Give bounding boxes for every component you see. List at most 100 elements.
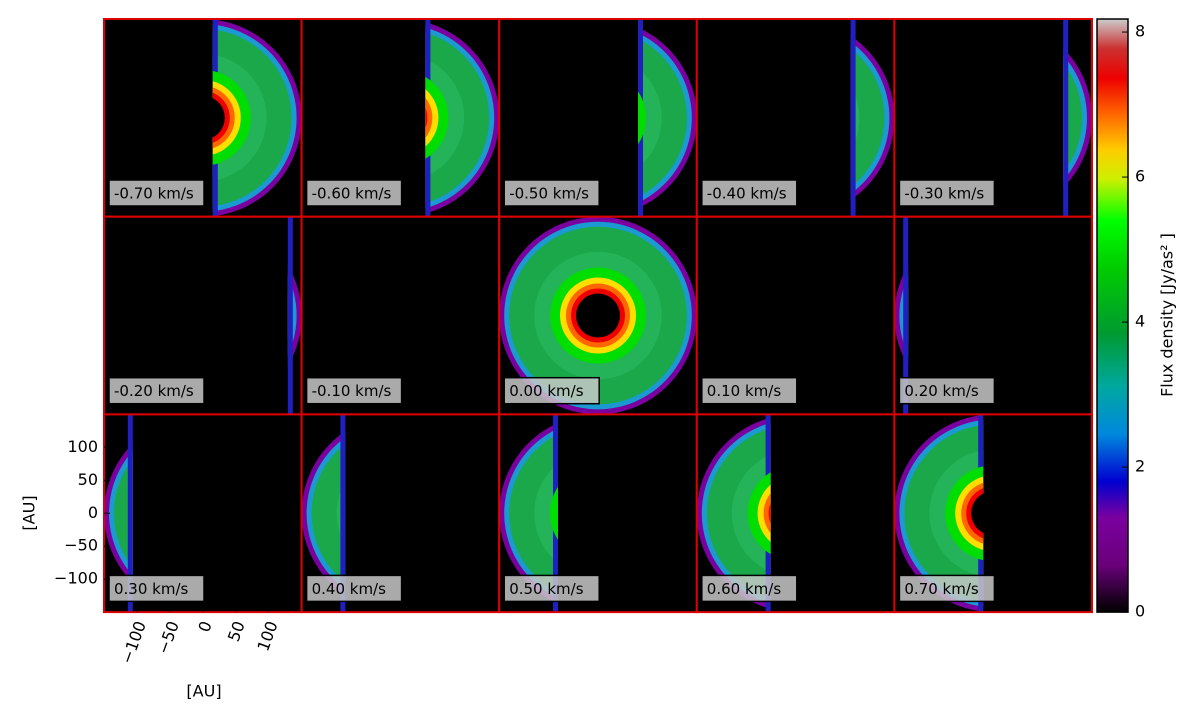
colorbar-tick-label: 4 [1135, 312, 1145, 331]
colorbar [1096, 18, 1129, 613]
y-tick-label: −50 [64, 536, 98, 555]
emission-edge [340, 414, 346, 613]
inner-hole [773, 293, 818, 338]
inner-hole [378, 95, 423, 140]
label-box [108, 179, 205, 207]
inner-hole [180, 293, 225, 338]
velocity-label: 0.10 km/s [707, 382, 782, 400]
emission-edge [287, 216, 293, 415]
crescent-orange [763, 493, 771, 534]
y-tick-label: 50 [78, 470, 98, 489]
velocity-label: -0.60 km/s [312, 185, 392, 203]
colorbar-tick-label: 0 [1135, 602, 1145, 621]
velocity-label: -0.20 km/s [114, 382, 194, 400]
x-tick-label: 0 [194, 619, 215, 635]
crescent-orange [425, 97, 433, 138]
inner-hole [773, 491, 818, 536]
velocity-label: -0.10 km/s [312, 382, 392, 400]
inner-hole [378, 491, 423, 536]
label-box [108, 574, 205, 603]
colorbar-tick-label: 8 [1135, 22, 1145, 41]
disk-body [311, 443, 346, 583]
emission [696, 414, 771, 613]
label-box [701, 376, 798, 405]
y-tick-label: 0 [88, 503, 98, 522]
label-box [898, 574, 996, 603]
inner-hole [971, 491, 1016, 536]
label-box [503, 574, 600, 603]
emission [638, 19, 697, 217]
inner-hole [180, 95, 225, 140]
y-tick-label: −100 [54, 569, 98, 588]
crescent-green [638, 91, 646, 145]
colorbar-tick-label: 6 [1135, 167, 1145, 186]
velocity-label: 0.00 km/s [509, 382, 584, 400]
emission-edge [127, 414, 133, 613]
velocity-label: 0.30 km/s [114, 580, 189, 598]
x-axis-label: [AU] [186, 682, 221, 701]
label-box [305, 376, 403, 405]
emission [894, 414, 984, 613]
velocity-label: 0.70 km/s [904, 580, 979, 598]
crescent-red [768, 503, 771, 524]
disk-ring [534, 463, 558, 563]
emission [104, 414, 133, 613]
colorbar-label: Flux density [Jy/as² ] [1158, 233, 1177, 397]
velocity-label: 0.50 km/s [509, 580, 584, 598]
velocity-label: -0.70 km/s [114, 185, 194, 203]
velocity-label: -0.30 km/s [904, 185, 984, 203]
emission-edge [850, 19, 856, 217]
label-box [898, 179, 996, 207]
inner-hole [576, 95, 620, 140]
crescent-green [550, 486, 558, 540]
emission [499, 414, 558, 613]
inner-hole [773, 95, 818, 140]
velocity-label: 0.60 km/s [707, 580, 782, 598]
label-box [305, 574, 403, 603]
x-tick-label: 100 [253, 619, 281, 654]
label-box [108, 376, 205, 405]
inner-hole [576, 293, 620, 338]
x-tick-label: −100 [117, 619, 150, 667]
disk-body [638, 38, 687, 198]
x-tick-label: −50 [153, 619, 182, 657]
disk-body [850, 48, 885, 188]
emission [301, 414, 346, 613]
inner-hole [378, 293, 423, 338]
velocity-label: 0.40 km/s [312, 580, 387, 598]
channel-panel [104, 19, 302, 217]
channel-panel [104, 216, 302, 415]
velocity-label: -0.40 km/s [707, 185, 787, 203]
y-axis-label: [AU] [20, 495, 39, 530]
disk-body [509, 433, 558, 593]
label-box [503, 179, 600, 207]
emission [287, 216, 302, 415]
channel-panel [499, 19, 697, 217]
inner-hole [180, 491, 225, 536]
velocity-label: -0.50 km/s [509, 185, 589, 203]
label-box [305, 179, 403, 207]
inner-hole [971, 95, 1016, 140]
label-box [503, 376, 600, 405]
panel-frame [893, 413, 1094, 614]
label-box [701, 574, 798, 603]
inner-hole [971, 293, 1016, 338]
x-tick-label: 50 [224, 619, 249, 645]
y-tick-label: 100 [67, 437, 98, 456]
emission [1063, 19, 1092, 217]
emission-edge [1063, 19, 1069, 217]
crescent-red [425, 107, 428, 129]
colorbar-tick-label: 2 [1135, 457, 1145, 476]
velocity-label: 0.20 km/s [904, 382, 979, 400]
inner-hole [576, 491, 620, 536]
channel-panel [894, 414, 1092, 613]
emission-edge [903, 216, 909, 415]
label-box [701, 179, 798, 207]
emission [425, 19, 500, 217]
emission [850, 19, 895, 217]
emission [894, 216, 909, 415]
channel-panel [499, 216, 697, 415]
label-box [898, 376, 996, 405]
disk-ring [638, 68, 662, 168]
